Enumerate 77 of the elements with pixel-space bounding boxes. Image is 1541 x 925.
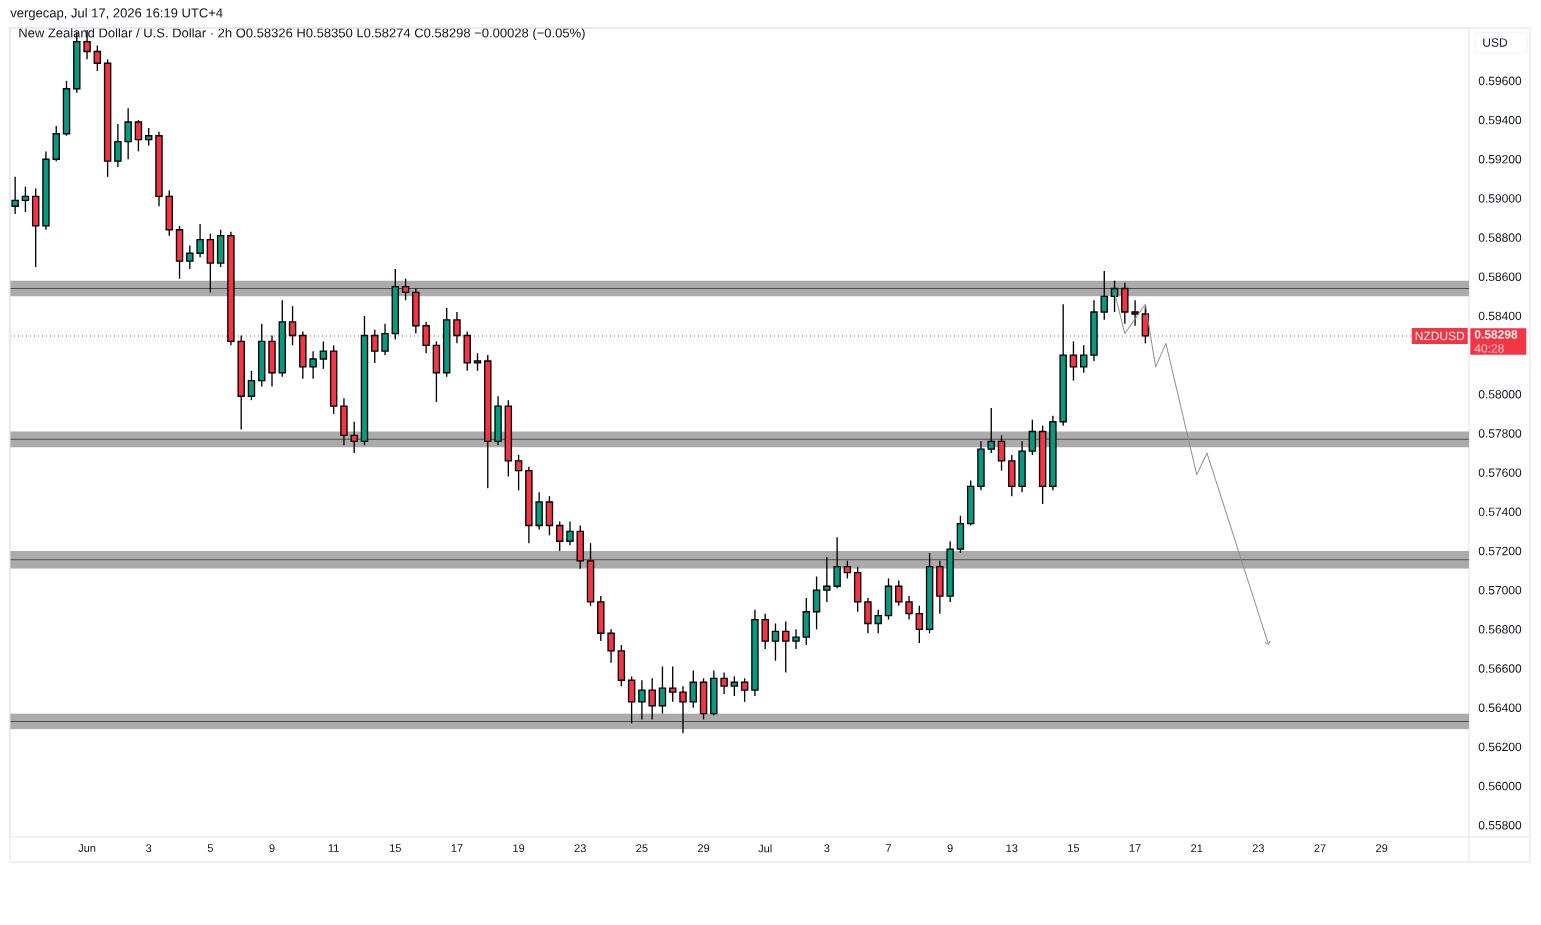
x-tick-label: 9	[947, 844, 953, 853]
y-tick-label: 0.58000	[1478, 390, 1522, 399]
x-tick-label: 11	[328, 844, 339, 852]
y-tick-label: 0.56400	[1478, 703, 1522, 712]
candlestick	[535, 491, 543, 531]
y-tick-label: 0.55800	[1478, 820, 1522, 830]
y-tick-label: 0.59000	[1478, 194, 1522, 203]
y-tick-label: 0.58400	[1478, 311, 1522, 321]
candlestick	[823, 556, 831, 603]
candlestick	[638, 679, 646, 721]
text: 40:28	[1474, 344, 1504, 353]
x-tick-label: 7	[886, 844, 891, 852]
candlestick	[792, 628, 800, 650]
candlestick	[566, 520, 574, 546]
x-tick-label: 3	[146, 844, 152, 853]
x-tick-label: 29	[1376, 844, 1388, 853]
x-tick-label: 13	[1006, 844, 1018, 853]
ref-line-label: NZDUSD	[1415, 331, 1465, 341]
x-tick-label: 23	[574, 844, 586, 853]
x-tick-label: 5	[207, 844, 213, 852]
x-tick-label: 21	[1191, 844, 1203, 852]
x-tick-label: 29	[697, 844, 710, 853]
y-tick-label: 0.56800	[1478, 625, 1522, 634]
candlestick	[42, 150, 50, 231]
x-tick-label: Jun	[78, 844, 96, 852]
x-tick-label: 25	[636, 844, 648, 853]
candlestick	[607, 628, 615, 664]
candlestick	[340, 397, 348, 446]
y-tick-label: 0.57600	[1478, 468, 1522, 477]
y-tick-label: 0.59600	[1478, 76, 1522, 86]
candlestick	[720, 671, 728, 695]
y-tick-label: 0.57800	[1478, 429, 1522, 438]
candlestick	[977, 440, 985, 491]
candlestick	[1049, 415, 1057, 491]
candlestick	[381, 323, 389, 356]
candlestick	[1131, 299, 1139, 327]
y-axis-title: USD	[1483, 38, 1508, 47]
y-tick-label: 0.58600	[1478, 272, 1522, 282]
x-tick-label: 9	[269, 844, 275, 853]
y-tick-label: 0.56200	[1478, 742, 1522, 752]
x-tick-label: 27	[1314, 844, 1326, 852]
candlestick	[679, 685, 687, 734]
text: 0.58298	[1474, 330, 1518, 339]
x-tick-label: 3	[824, 844, 830, 853]
candlestick	[1090, 299, 1098, 362]
candlestick	[1018, 440, 1026, 493]
x-tick-label: 23	[1252, 844, 1265, 853]
y-tick-label: 0.56600	[1478, 664, 1522, 673]
x-tick-label: 17	[451, 844, 463, 852]
candlestick	[114, 123, 122, 168]
y-tick-label: 0.57000	[1478, 585, 1522, 595]
x-tick-label: 17	[1129, 844, 1141, 852]
candlestick	[864, 597, 872, 634]
candlestick	[525, 466, 533, 544]
y-tick-label: 0.57200	[1478, 546, 1522, 556]
candlestick	[751, 609, 759, 697]
candlestick	[155, 131, 163, 207]
candlestick	[196, 223, 204, 258]
candlestick	[833, 536, 841, 589]
y-tick-label: 0.59200	[1478, 154, 1522, 164]
candlestick	[1059, 303, 1067, 427]
candlestick	[936, 560, 944, 615]
y-tick-label: 0.57400	[1478, 507, 1522, 517]
candlestick	[124, 107, 132, 160]
candlestick	[905, 595, 913, 621]
y-tick-label: 0.58800	[1478, 233, 1522, 242]
x-tick-label: 19	[513, 844, 525, 853]
text: vergecap, Jul 17, 2026 16:19 UTC+4	[10, 7, 223, 21]
candlestick	[11, 176, 19, 215]
candlestick	[309, 350, 317, 380]
candlestick	[494, 395, 502, 446]
x-tick-label: Jul	[758, 844, 772, 853]
y-tick-label: 0.56000	[1478, 781, 1522, 791]
candlestick	[946, 540, 954, 603]
x-tick-label: 15	[390, 844, 401, 852]
x-tick-label: 15	[1068, 844, 1080, 852]
y-tick-label: 0.59400	[1478, 115, 1522, 125]
